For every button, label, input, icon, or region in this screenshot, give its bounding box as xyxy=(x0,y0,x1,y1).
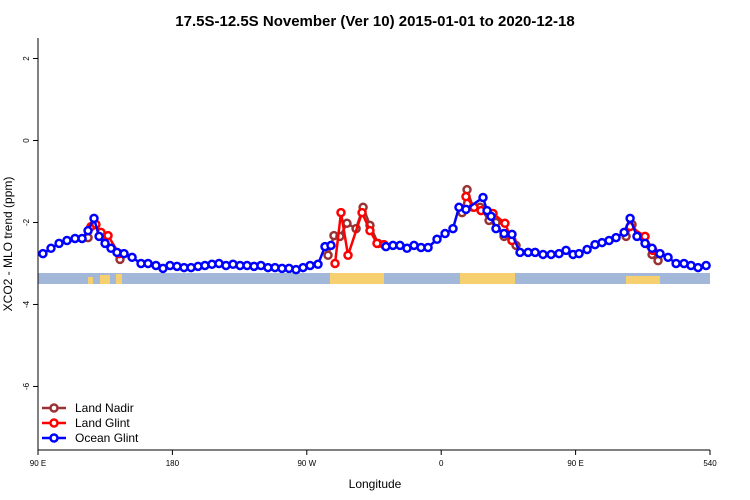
data-point xyxy=(693,262,703,273)
y-tick-label: 0 xyxy=(22,138,31,143)
data-point xyxy=(38,248,48,259)
data-point xyxy=(486,211,496,222)
y-tick-label: -2 xyxy=(22,218,31,226)
x-axis-label: Longitude xyxy=(349,477,402,491)
x-tick-label: 90 W xyxy=(297,459,316,468)
data-point xyxy=(507,229,517,240)
data-point xyxy=(330,258,340,269)
data-point xyxy=(62,235,72,246)
data-point xyxy=(515,247,525,258)
data-point xyxy=(423,242,433,253)
data-point xyxy=(647,243,657,254)
data-point xyxy=(54,238,64,249)
y-tick-label: 2 xyxy=(22,56,31,61)
data-point xyxy=(365,225,375,236)
land-mask xyxy=(38,273,710,284)
data-point xyxy=(530,247,540,258)
land-strip xyxy=(330,273,384,284)
y-axis-label: XCO2 - MLO trend (ppm) xyxy=(1,177,15,312)
data-point xyxy=(619,227,629,238)
data-point xyxy=(625,213,635,224)
data-point xyxy=(336,207,346,218)
data-point xyxy=(77,233,87,244)
data-point xyxy=(554,248,564,259)
data-point xyxy=(127,252,137,263)
data-point xyxy=(701,260,711,271)
data-point xyxy=(546,249,556,260)
data-point xyxy=(500,218,510,229)
data-point xyxy=(561,245,571,256)
data-point xyxy=(46,243,56,254)
data-point xyxy=(343,250,353,261)
data-point xyxy=(83,225,93,236)
data-point xyxy=(342,218,352,229)
data-point xyxy=(326,240,336,251)
data-point xyxy=(499,228,509,239)
data-point xyxy=(538,249,548,260)
data-point xyxy=(106,243,116,254)
data-point xyxy=(89,213,99,224)
x-tick-label: 540 xyxy=(703,459,717,468)
data-point xyxy=(143,258,153,269)
data-point xyxy=(491,223,501,234)
data-point xyxy=(119,248,129,259)
legend-marker xyxy=(49,403,59,413)
legend-label: Ocean Glint xyxy=(75,431,139,445)
x-tick-label: 180 xyxy=(166,459,180,468)
data-point xyxy=(663,252,673,263)
legend-label: Land Glint xyxy=(75,416,130,430)
data-point xyxy=(448,223,458,234)
data-point xyxy=(461,191,471,202)
data-point xyxy=(313,259,323,270)
data-point xyxy=(103,230,113,241)
x-tick-label: 0 xyxy=(439,459,444,468)
legend-marker xyxy=(49,433,59,443)
land-strip xyxy=(460,273,515,284)
data-point xyxy=(655,248,665,259)
data-point xyxy=(582,244,592,255)
data-point xyxy=(611,232,621,243)
land-strip xyxy=(626,276,660,284)
data-point xyxy=(305,260,315,271)
legend-marker xyxy=(49,418,59,428)
y-tick-label: -6 xyxy=(22,382,31,390)
data-point xyxy=(357,207,367,218)
x-tick-label: 90 E xyxy=(567,459,583,468)
data-point xyxy=(632,231,642,242)
legend-label: Land Nadir xyxy=(75,401,134,415)
data-point xyxy=(461,204,471,215)
data-point xyxy=(640,238,650,249)
y-tick-label: -4 xyxy=(22,300,31,308)
data-point xyxy=(432,234,442,245)
land-strip xyxy=(116,274,122,284)
data-point xyxy=(671,258,681,269)
chart-title: 17.5S-12.5S November (Ver 10) 2015-01-01… xyxy=(175,13,574,30)
land-strip xyxy=(100,275,110,284)
data-point xyxy=(574,248,584,259)
data-point xyxy=(323,250,333,261)
data-point xyxy=(94,231,104,242)
data-point xyxy=(478,192,488,203)
x-tick-label: 90 E xyxy=(30,459,46,468)
data-point xyxy=(440,228,450,239)
data-point xyxy=(100,238,110,249)
land-strip xyxy=(88,277,93,284)
